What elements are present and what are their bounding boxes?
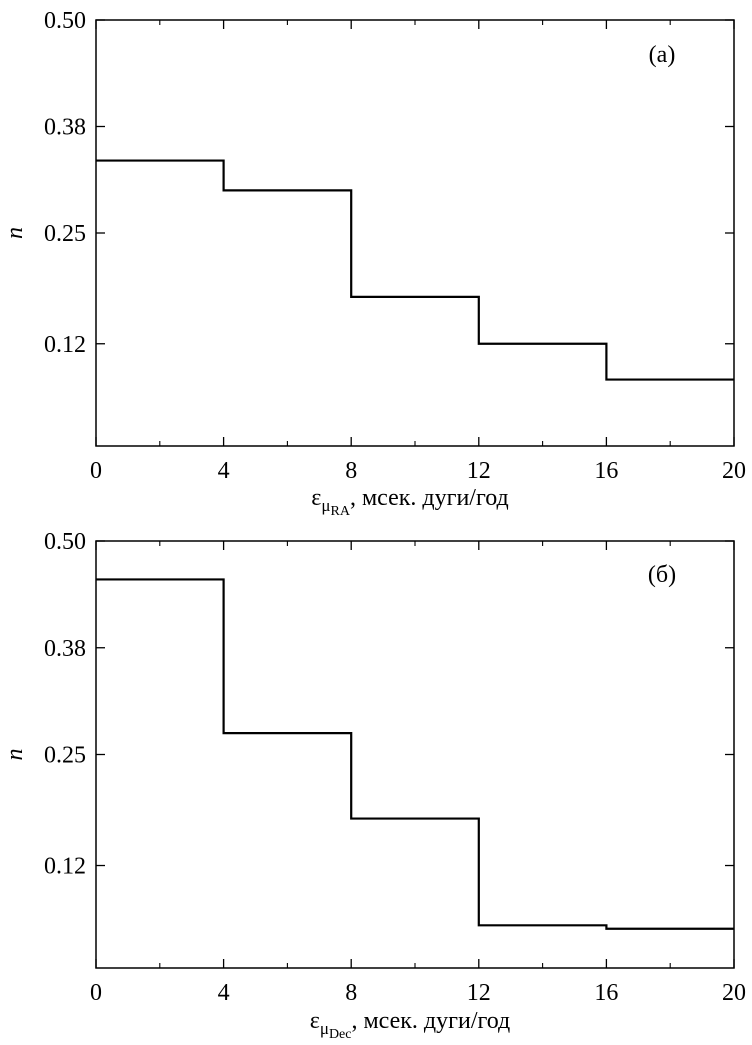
y-tick-label: 0.25 [44,221,86,247]
x-tick-label: 0 [90,458,102,484]
x-tick-label: 16 [594,458,618,484]
panel-label: (а) [649,42,676,68]
x-tick-label: 4 [218,980,230,1006]
x-tick-label: 20 [722,980,746,1006]
plot-frame [95,19,735,447]
x-tick-label: 16 [594,980,618,1006]
y-tick-label: 0.12 [44,854,86,880]
plot-frame [95,540,735,969]
x-tick-label: 8 [345,458,357,484]
x-tick-label: 4 [218,458,230,484]
y-axis-label: n [2,749,28,761]
y-tick-label: 0.38 [44,636,86,662]
x-axis-label: εμDec, мсек. дуги/год [310,1008,511,1042]
x-tick-label: 12 [467,980,491,1006]
y-tick-label: 0.38 [44,115,86,141]
x-tick-label: 12 [467,458,491,484]
panel-label: (б) [648,562,676,588]
y-tick-label: 0.50 [44,8,86,34]
series-step-line [96,578,734,930]
y-axis-label: n [2,227,28,239]
series-step-line [96,159,734,381]
x-tick-label: 20 [722,458,746,484]
x-tick-label: 0 [90,980,102,1006]
y-tick-label: 0.25 [44,743,86,769]
x-tick-label: 8 [345,980,357,1006]
y-tick-label: 0.12 [44,332,86,358]
x-axis-label: εμRA, мсек. дуги/год [311,485,508,519]
y-tick-label: 0.50 [44,529,86,555]
panel-b: 0 4 8 12 16 20 0.12 0.25 0.38 0.50 n εμDec, мсек. д… [2,529,746,1042]
panel-a: 0 4 8 12 16 20 0.12 0.25 0.38 0.50 n εμRA, мсек. ду… [2,8,746,519]
